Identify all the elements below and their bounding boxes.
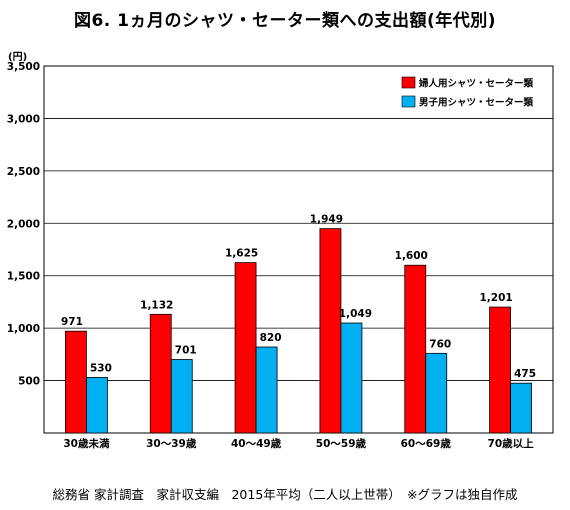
data-label: 760: [429, 338, 451, 350]
data-label: 971: [61, 316, 83, 328]
bar: [65, 330, 87, 434]
data-label: 475: [514, 368, 536, 380]
legend-swatch: [401, 95, 416, 108]
bar: [234, 262, 257, 434]
data-label: 701: [175, 344, 197, 356]
data-label: 530: [90, 362, 112, 374]
source-footer: 総務省 家計調査 家計収支編 2015年平均（二人以上世帯） ※グラフは独自作成: [52, 487, 518, 502]
data-label: 820: [260, 332, 282, 344]
x-tick-label: 40～49歳: [231, 437, 282, 450]
x-tick-label: 70歳以上: [488, 437, 535, 450]
bar: [86, 377, 108, 434]
bar: [340, 322, 363, 434]
bar: [404, 264, 427, 434]
y-tick-label: 3,000: [7, 113, 40, 125]
y-axis-unit: (円): [8, 52, 28, 63]
x-tick-label: 60～69歳: [401, 437, 452, 450]
bar: [255, 346, 278, 434]
x-tick-label: 30歳未満: [63, 437, 110, 450]
x-tick-label: 50～59歳: [316, 437, 367, 450]
y-tick-label: 2,500: [7, 166, 40, 178]
data-label: 1,949: [310, 214, 343, 226]
legend-label: 婦人用シャツ・セーター類: [418, 78, 534, 90]
bar: [425, 352, 448, 434]
x-tick-label: 30～39歳: [146, 437, 197, 450]
plot-frame: [43, 65, 554, 434]
data-label: 1,132: [140, 299, 173, 311]
data-label: 1,049: [339, 308, 372, 320]
legend-label: 男子用シャツ・セーター類: [419, 97, 534, 109]
bar: [170, 359, 193, 434]
data-label: 1,600: [395, 250, 428, 262]
data-label: 1,201: [479, 292, 512, 304]
bar: [319, 228, 342, 434]
bar: [510, 382, 532, 434]
data-label: 1,625: [225, 248, 258, 260]
chart-title: 図6. 1ヵ月のシャツ・セーター類への支出額(年代別): [73, 11, 497, 31]
legend-swatch: [401, 76, 416, 89]
y-tick-label: 1,500: [7, 271, 40, 283]
y-tick-label: 1,000: [7, 323, 40, 335]
y-tick-label: 2,000: [7, 218, 40, 230]
y-tick-label: 3,500: [7, 61, 40, 73]
bar: [149, 313, 172, 434]
bar-chart: 500 1,000 1,500 2,000 2,500 3,000 3,500 971 530 3…: [7, 61, 554, 450]
y-tick-label: 500: [18, 376, 40, 388]
bar: [489, 306, 511, 434]
